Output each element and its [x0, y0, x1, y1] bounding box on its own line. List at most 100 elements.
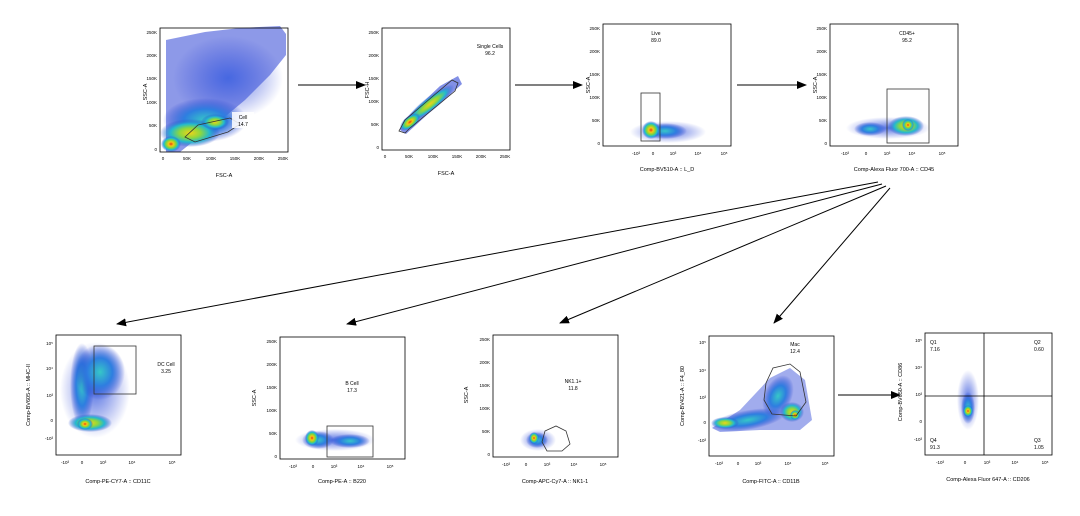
- y-tick: 0: [487, 452, 490, 457]
- y-axis-label: Comp-BV605-A :: MHC-II: [26, 364, 32, 426]
- x-tick: -10³: [61, 460, 70, 465]
- x-tick: 10⁴: [909, 151, 916, 156]
- y-tick: 100K: [479, 406, 490, 411]
- density-cloud: [630, 121, 706, 143]
- y-tick: 100K: [589, 95, 600, 100]
- x-tick: 50K: [183, 156, 191, 161]
- plot-frame: [708, 335, 835, 457]
- x-tick-labels: -10³ 0 10³ 10⁴ 10⁵: [289, 464, 394, 469]
- x-axis-label: Comp-PE-A :: B220: [318, 479, 366, 485]
- x-tick-labels: 0 50K 100K 150K 200K 250K: [384, 154, 511, 159]
- x-tick: 10⁴: [695, 151, 702, 156]
- y-axis-label: Comp-BV421-A :: F4_80: [680, 366, 686, 426]
- gate-nk[interactable]: [541, 425, 571, 452]
- y-tick: 150K: [266, 385, 277, 390]
- x-axis-label: FSC-A: [216, 173, 233, 179]
- gate-single-cells[interactable]: [398, 79, 459, 134]
- gate-name: Single Cells: [477, 44, 504, 50]
- x-axis-label: Comp-BV510-A :: L_D: [640, 167, 694, 173]
- y-tick: 200K: [146, 53, 157, 58]
- x-tick: 10³: [670, 151, 677, 156]
- x-tick: 10⁴: [1012, 460, 1019, 465]
- density-cloud: [846, 116, 930, 139]
- x-tick-labels: -10³ 0 10³ 10⁴ 10⁵: [936, 460, 1049, 465]
- arrow-cd45-to-mac: [773, 187, 891, 324]
- plot-panel-cells: Cell 14.7 FSC-A SSC-A 250K 200K 150K 100…: [143, 26, 289, 179]
- y-tick: 10⁴: [46, 366, 53, 371]
- x-tick: -10³: [502, 462, 511, 467]
- x-tick: 0: [162, 156, 165, 161]
- y-tick: 200K: [479, 360, 490, 365]
- y-axis-label: SSC-A: [813, 76, 819, 93]
- x-tick: 10⁵: [169, 460, 176, 465]
- x-tick: 0: [652, 151, 655, 156]
- y-tick-labels: 250K 200K 150K 100K 50K 0: [479, 337, 490, 457]
- x-tick: 10³: [884, 151, 891, 156]
- x-tick: 10⁵: [822, 461, 829, 466]
- quadrant-q4-value: 91.3: [930, 445, 940, 451]
- x-tick: 10⁵: [939, 151, 946, 156]
- y-tick: 0: [824, 141, 827, 146]
- y-tick: 10⁵: [915, 338, 922, 343]
- quadrant-q1-value: 7.16: [930, 347, 940, 353]
- x-tick: 250K: [500, 154, 511, 159]
- x-tick: 10⁵: [600, 462, 607, 467]
- plot-panel-live: Live 89.0 Comp-BV510-A :: L_D SSC-A 250K…: [586, 23, 732, 173]
- x-tick: 200K: [476, 154, 487, 159]
- x-tick: 0: [865, 151, 868, 156]
- x-axis-label: Comp-PE-CY7-A :: CD11C: [85, 479, 150, 485]
- y-tick: -10³: [45, 436, 54, 441]
- y-tick: 100K: [368, 99, 379, 104]
- plot-panel-single-cells: Single Cells 96.2 FSC-A FSC-H 250K 200K …: [365, 27, 511, 177]
- y-tick: 150K: [368, 76, 379, 81]
- plot-panel-quadrants: Q1 7.16 Q2 0.60 Q4 91.3 Q3 1.05 Comp-Ale…: [898, 332, 1053, 483]
- gate-name: Cell: [239, 115, 248, 121]
- x-tick: 0: [964, 460, 967, 465]
- y-tick: 250K: [479, 337, 490, 342]
- gate-label-box: [232, 112, 254, 128]
- gate-cd45[interactable]: [886, 88, 930, 144]
- density-cloud: [710, 368, 812, 432]
- x-tick: 10⁴: [129, 460, 136, 465]
- x-tick-labels: -10³ 0 10³ 10⁴ 10⁵: [61, 460, 176, 465]
- plot-panel-nk: NK1.1+ 11.8 Comp-APC-Cy7-A :: NK1-1 SSC-…: [464, 334, 619, 485]
- gate-name: Mac: [790, 342, 800, 348]
- gate-value: 12.4: [790, 349, 800, 355]
- x-tick-labels: -10³ 0 10³ 10⁴ 10⁵: [841, 151, 946, 156]
- y-tick: 250K: [368, 30, 379, 35]
- y-tick: 10⁵: [46, 341, 53, 346]
- gate-value: 17.3: [347, 388, 357, 394]
- x-tick: 100K: [428, 154, 439, 159]
- x-tick: 200K: [254, 156, 265, 161]
- gate-mac[interactable]: [763, 363, 807, 417]
- x-tick: 10³: [755, 461, 762, 466]
- y-tick: -10³: [914, 437, 923, 442]
- quadrant-q3-value: 1.05: [1034, 445, 1044, 451]
- y-tick: 0: [376, 145, 379, 150]
- density-cloud: [160, 26, 286, 152]
- gate-value: 89.0: [651, 38, 661, 44]
- density-cloud: [520, 429, 556, 451]
- x-tick: 10⁴: [571, 462, 578, 467]
- y-tick-labels: 250K 200K 150K 100K 50K 0: [146, 30, 157, 152]
- x-axis-label: Comp-FITC-A :: CD11B: [742, 479, 800, 485]
- y-tick: 150K: [816, 72, 827, 77]
- y-tick: 50K: [149, 123, 157, 128]
- gate-b-cell[interactable]: [326, 425, 374, 458]
- gate-live[interactable]: [640, 92, 661, 142]
- y-tick: 0: [597, 141, 600, 146]
- x-tick: 50K: [405, 154, 413, 159]
- y-tick-labels: 250K 200K 150K 100K 50K 0: [589, 26, 600, 146]
- flow-arrows: [116, 81, 901, 399]
- y-tick: 0: [50, 418, 53, 423]
- y-tick: 100K: [816, 95, 827, 100]
- plot-panel-dc-cell: DC Cell 3.25 Comp-PE-CY7-A :: CD11C Comp…: [26, 334, 182, 485]
- plot-frame: [279, 336, 406, 460]
- y-tick: 50K: [819, 118, 827, 123]
- x-tick: 150K: [230, 156, 241, 161]
- gate-dc-cell[interactable]: [93, 345, 137, 395]
- x-tick: 10⁴: [358, 464, 365, 469]
- x-axis-label: FSC-A: [438, 171, 455, 177]
- y-axis-label: SSC-A: [586, 76, 592, 93]
